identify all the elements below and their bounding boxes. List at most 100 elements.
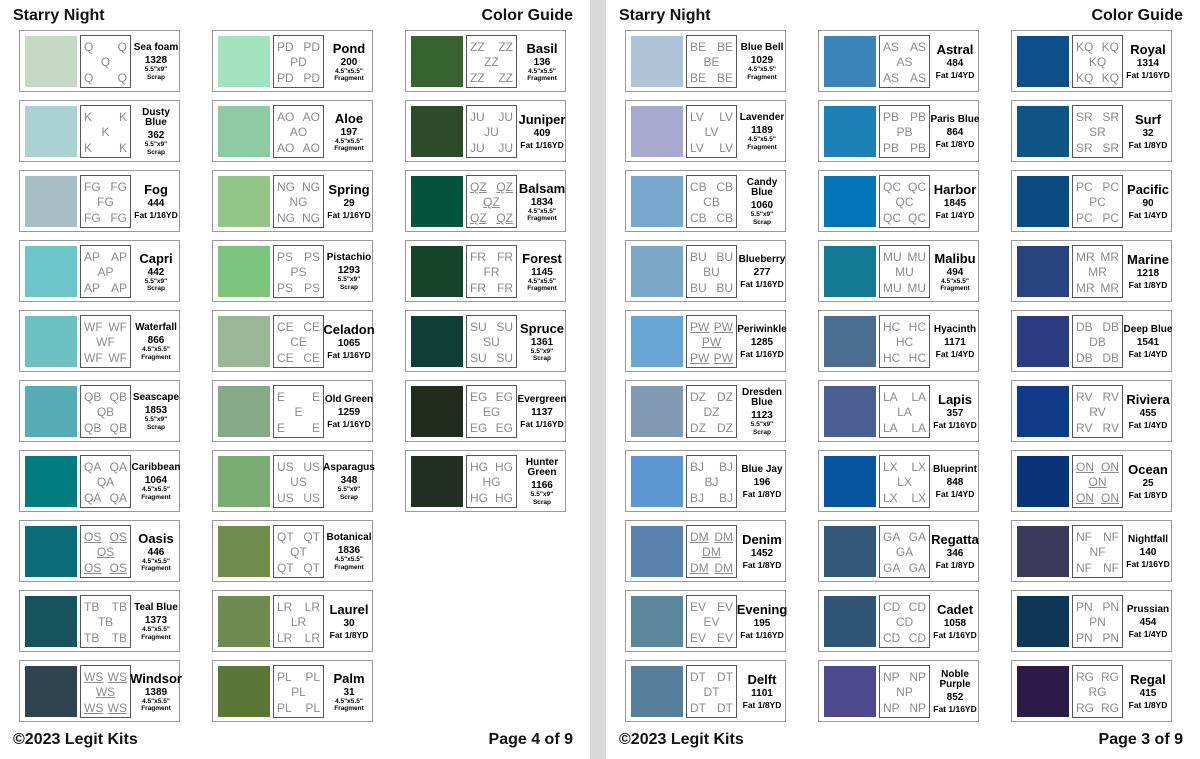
size: Fat 1/8YD: [742, 700, 782, 711]
size: 4.5"x5.5": [142, 346, 170, 354]
code: RG: [1076, 701, 1094, 715]
code: SR: [1102, 141, 1119, 155]
color-card: PC PC PC PC PC Pacific 90 Fat 1/4YD: [1011, 170, 1172, 232]
card-text: Cadet 1058 Fat 1/16YD: [930, 593, 980, 651]
color-number: 1166: [531, 480, 553, 492]
color-card: HC HC HC HC HC Hyacinth 1171 Fat 1/4YD: [818, 310, 979, 372]
code: DM: [714, 561, 733, 575]
code: HC: [908, 320, 926, 334]
code: BE: [690, 71, 707, 85]
card-text: Blue Jay 196 Fat 1/8YD: [737, 453, 787, 511]
color-number: 1314: [1136, 58, 1160, 70]
code: LV: [719, 141, 733, 155]
size: 5.5"x9": [530, 491, 554, 499]
code-box: QB QB QB QB QB: [80, 385, 131, 438]
cut: Scrap: [146, 148, 166, 156]
code-box: FR FR FR FR FR: [466, 245, 517, 298]
code: BJ: [704, 475, 719, 489]
code: DZ: [690, 390, 706, 404]
size: Fat 1/4YD: [1128, 348, 1168, 359]
code-box: RV RV RV RV RV: [1072, 385, 1123, 438]
color-number: 848: [946, 476, 964, 488]
code: FR: [470, 281, 486, 295]
code: GA: [895, 545, 914, 559]
code: CD: [883, 600, 901, 614]
code-box: PB PB PB PB PB: [879, 105, 930, 158]
code: DZ: [717, 421, 733, 435]
code: FG: [110, 180, 127, 194]
code: AP: [110, 281, 127, 295]
code-box: AS AS AS AS AS: [879, 35, 930, 88]
code: DM: [714, 530, 733, 544]
code: PC: [1076, 180, 1093, 194]
code: CB: [716, 211, 733, 225]
color-card: LV LV LV LV LV Lavender 1189 4.5"x5.5" Fragment: [625, 100, 786, 162]
swatch: [218, 596, 270, 647]
size: Fat 1/4YD: [935, 348, 975, 359]
color-card: EG EG EG EG EG Evergreen 1137 Fat 1/16YD: [405, 380, 566, 442]
size: 5.5"x9": [144, 141, 168, 149]
card-text: Spring 29 Fat 1/16YD: [324, 173, 374, 231]
size: Fat 1/16YD: [327, 210, 371, 221]
code: PW: [690, 320, 710, 334]
code-box: EG EG EG EG EG: [466, 385, 517, 438]
card-text: Balsam 1834 4.5"x5.5" Fragment: [517, 173, 567, 231]
code: SR: [1076, 110, 1093, 124]
code: CB: [716, 180, 733, 194]
cut: Fragment: [334, 563, 364, 571]
color-card: FR FR FR FR FR Forest 1145 4.5"x5.5" Fragment: [405, 240, 566, 302]
code: QB: [109, 390, 127, 404]
color-name: Caribbean: [131, 462, 181, 474]
card-text: Denim 1452 Fat 1/8YD: [737, 523, 787, 581]
code: RV: [1089, 405, 1106, 419]
code: WF: [84, 351, 103, 365]
code: PD: [303, 71, 320, 85]
size: 4.5"x5.5": [142, 626, 170, 634]
color-card: QT QT QT QT QT Botanical 1836 4.5"x5.5" Fragment: [212, 520, 373, 582]
code: CE: [303, 351, 320, 365]
code: JU: [498, 141, 513, 155]
cut: Fragment: [141, 493, 171, 501]
color-card: CD CD CD CD CD Cadet 1058 Fat 1/16YD: [818, 590, 979, 652]
page-number: Page 4 of 9: [488, 731, 573, 748]
color-number: 1064: [144, 475, 168, 487]
swatch: [1017, 596, 1069, 647]
color-number: 1285: [750, 336, 774, 348]
code: OS: [109, 530, 127, 544]
size: Fat 1/8YD: [1128, 280, 1168, 291]
swatch: [824, 666, 876, 717]
color-card: SU SU SU SU SU Spruce 1361 5.5"x9" Scrap: [405, 310, 566, 372]
code: GA: [908, 530, 926, 544]
code: NG: [302, 211, 320, 225]
color-name: Celadon: [323, 322, 375, 338]
size: 4.5"x5.5": [335, 137, 363, 145]
color-card: BE BE BE BE BE Blue Bell 1029 4.5"x5.5" Fragment: [625, 30, 786, 92]
swatch: [1017, 456, 1069, 507]
code: WF: [108, 351, 127, 365]
copyright: ©2023 Legit Kits: [619, 731, 744, 748]
card-text: Sea foam 1328 5.5"x9" Scrap: [131, 33, 181, 91]
card-text: Deep Blue 1541 Fat 1/4YD: [1123, 313, 1173, 371]
color-name: Malibu: [934, 250, 976, 266]
color-number: 1060: [750, 200, 774, 212]
swatch: [631, 666, 683, 717]
color-card: ZZ ZZ ZZ ZZ ZZ Basil 136 4.5"x5.5" Fragment: [405, 30, 566, 92]
color-number: 1836: [337, 545, 361, 557]
code: PN: [1076, 600, 1093, 614]
code: MR: [1076, 250, 1095, 264]
card-text: Hyacinth 1171 Fat 1/4YD: [930, 313, 980, 371]
code: DZ: [703, 405, 720, 419]
code: NF: [1076, 561, 1092, 575]
code: HG: [470, 460, 488, 474]
code: SU: [496, 351, 513, 365]
cut: Scrap: [339, 493, 359, 501]
code: SU: [496, 320, 513, 334]
code-box: KQ KQ KQ KQ KQ: [1072, 35, 1123, 88]
swatch: [631, 176, 683, 227]
code: Q: [100, 55, 111, 69]
color-card: US US US US US Asparagus 348 5.5"x9" Scrap: [212, 450, 375, 512]
code: QT: [277, 530, 294, 544]
color-card: NP NP NP NP NP Noble Purple 852 Fat 1/16YD: [818, 660, 979, 722]
code: HG: [495, 491, 513, 505]
code-box: PC PC PC PC PC: [1072, 175, 1123, 228]
